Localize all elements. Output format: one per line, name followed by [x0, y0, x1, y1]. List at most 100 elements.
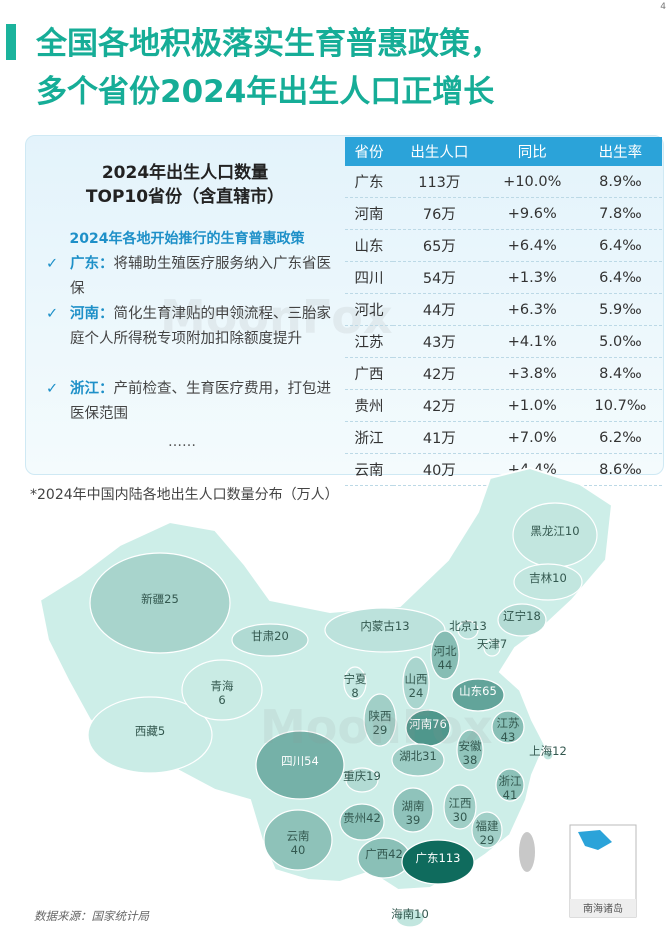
table-row: 四川 54万 +1.3% 6.4‰: [345, 261, 662, 294]
table-row: 广西 42万 +3.8% 8.4‰: [345, 357, 662, 390]
region-name: 北京: [449, 619, 472, 633]
region-value: 12: [552, 744, 567, 758]
source: 数据来源：国家统计局: [34, 909, 149, 923]
table-cell: 广东: [345, 166, 393, 198]
region-value: 41: [503, 788, 518, 802]
region: [87, 696, 213, 774]
inset-label: 南海诸岛: [583, 902, 623, 915]
table-cell: 6.4‰: [578, 229, 662, 262]
region-name: 上海: [529, 744, 552, 758]
table-cell: 河南: [345, 197, 393, 230]
region-value: 10: [565, 524, 580, 538]
region: [542, 749, 554, 761]
region-name: 黑龙江: [530, 524, 565, 538]
region-value: 19: [366, 769, 381, 783]
table-cell: 10.7‰: [578, 389, 662, 422]
region: [430, 630, 460, 680]
region-label: 山西 24: [405, 672, 428, 700]
region-label: 福建 29: [476, 819, 499, 847]
region-name: 新疆: [141, 592, 164, 606]
region-label: 浙江 41: [499, 774, 522, 802]
region-name: 陕西: [369, 709, 392, 723]
region-name: 辽宁: [503, 609, 526, 623]
taiwan: [519, 832, 535, 872]
table-row: 山东 65万 +6.4% 6.4‰: [345, 229, 662, 262]
policy-body: 河南：简化生育津贴的申领流程、三胎家庭个人所得税专项附加扣除额度提升: [70, 302, 336, 352]
region-value: 42: [366, 811, 381, 825]
region-name: 广东: [416, 851, 439, 865]
region-value: 40: [291, 843, 306, 857]
table-cell: 42万: [392, 389, 486, 422]
policy-region: 浙江：: [70, 381, 114, 397]
region-name: 云南: [287, 829, 310, 843]
table-cell: 54万: [392, 261, 486, 294]
region: [483, 639, 501, 657]
region-name: 山东: [459, 684, 482, 698]
region-label: 云南 40: [287, 829, 310, 857]
table-cell: 四川: [345, 261, 393, 294]
map-caption: *2024年中国内陆各地出生人口数量分布（万人）: [30, 487, 339, 503]
region-label: 新疆25: [141, 592, 179, 606]
table-cell: 5.0‰: [578, 325, 662, 358]
table-cell: 113万: [392, 166, 486, 198]
region-label: 西藏5: [135, 724, 165, 738]
top10-table: 省份 出生人口 同比 出生率 广东 113万 +10.0% 8.9‰ 河南 76万 +9.6% 7.8…: [345, 137, 662, 486]
table-cell: +7.0%: [485, 421, 579, 454]
region-value: 113: [439, 851, 461, 865]
table-row: 浙江 41万 +7.0% 6.2‰: [345, 421, 662, 454]
region-value: 10: [414, 907, 429, 921]
region: [345, 767, 379, 793]
region-label: 江苏 43: [497, 716, 520, 744]
title: 多个省份2024年出生人口正增长: [36, 74, 495, 110]
table-header: 省份: [345, 137, 393, 166]
region-value: 42: [388, 847, 403, 861]
table-cell: 5.9‰: [578, 293, 662, 326]
region-name: 天津: [477, 637, 500, 651]
table-cell: +9.6%: [485, 197, 579, 230]
table-cell: 山东: [345, 229, 393, 262]
region-name: 湖北: [399, 749, 422, 763]
region-value: 29: [480, 833, 495, 847]
region-name: 江西: [449, 796, 472, 810]
policy-region: 广东：: [70, 256, 114, 272]
region-name: 内蒙古: [360, 619, 395, 633]
table-cell: 贵州: [345, 389, 393, 422]
check-icon: ✓: [46, 256, 59, 272]
table-cell: 6.2‰: [578, 421, 662, 454]
region-label: 河北 44: [434, 644, 457, 672]
inset-shape: [578, 830, 612, 850]
region-name: 江苏: [497, 716, 520, 730]
region-value: 54: [304, 754, 319, 768]
region: [491, 710, 525, 744]
table-cell: 44万: [392, 293, 486, 326]
table-cell: +3.8%: [485, 357, 579, 390]
title: 全国各地积极落实生育普惠政策，: [36, 26, 501, 62]
region-label: 辽宁18: [503, 609, 541, 623]
check-icon: ✓: [46, 381, 59, 397]
table-row: 江苏 43万 +4.1% 5.0‰: [345, 325, 662, 358]
region-value: 10: [552, 571, 567, 585]
region-name: 河南: [409, 717, 432, 731]
table-cell: +6.4%: [485, 229, 579, 262]
table-cell: 65万: [392, 229, 486, 262]
table-cell: +1.0%: [485, 389, 579, 422]
region: [495, 768, 525, 802]
region-name: 重庆: [343, 769, 366, 783]
table-cell: 广西: [345, 357, 393, 390]
region: [263, 809, 333, 871]
region: [513, 563, 583, 601]
region-label: 宁夏 8: [344, 672, 367, 700]
region: [443, 784, 477, 830]
region-label: 贵州42: [343, 811, 381, 825]
table-cell: 8.6‰: [578, 453, 662, 486]
region: [181, 659, 263, 721]
region: [391, 743, 445, 777]
region: [395, 908, 425, 928]
region-label: 青海 6: [211, 679, 234, 707]
region-label: 北京13: [449, 619, 487, 633]
ellipsis: ……: [168, 434, 196, 450]
region-value: 18: [526, 609, 541, 623]
region-value: 29: [373, 723, 388, 737]
table-header: 同比: [485, 137, 579, 166]
